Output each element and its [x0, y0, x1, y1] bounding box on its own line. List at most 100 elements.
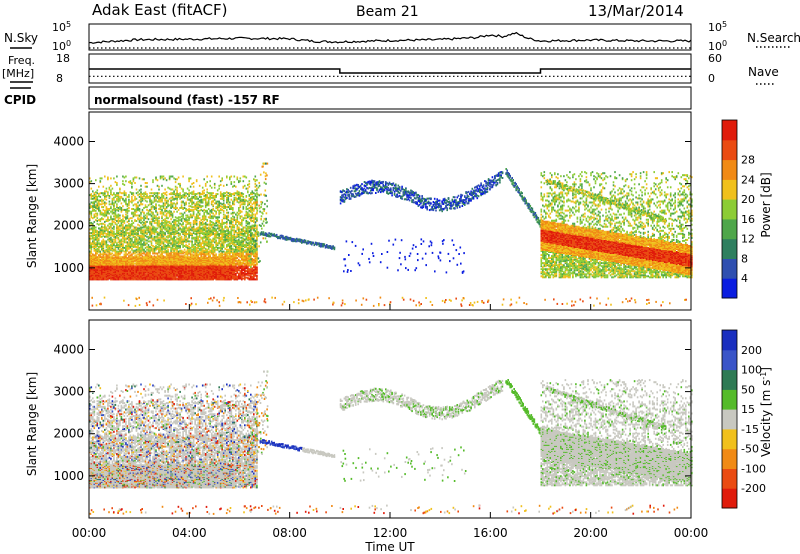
power-cell-142	[92, 240, 94, 242]
power-cell-375	[98, 227, 100, 229]
power-cell-915	[113, 257, 115, 259]
nsearch-label: N.Search	[747, 31, 800, 45]
power-cell-1122	[118, 207, 120, 209]
power-cell-254	[95, 245, 97, 247]
power-cell-1182	[119, 188, 121, 190]
power-cell-992	[115, 222, 117, 224]
power-cell-1003	[115, 196, 117, 198]
power-cell-823	[110, 223, 112, 225]
power-cell-876	[112, 230, 114, 232]
noise-ytick-bottom: 100	[52, 39, 71, 54]
power-cell-830	[110, 203, 112, 205]
power-cell-360	[98, 256, 100, 258]
power-cell-386	[98, 202, 100, 204]
power-cell-944	[113, 199, 115, 201]
power-cell-1099	[118, 244, 120, 246]
power-cell-271	[95, 201, 97, 203]
power-cell-884	[112, 211, 114, 213]
power-cell-1222	[121, 227, 123, 229]
power-cell-767	[109, 226, 111, 228]
power-cell-551	[103, 194, 105, 196]
power-cell-1271	[122, 237, 124, 239]
power-cell-1124	[118, 199, 120, 201]
power-cell-1228	[121, 219, 123, 221]
station-title: Adak East (fitACF)	[92, 1, 227, 19]
power-cell-387	[98, 200, 100, 202]
power-cell-701	[107, 239, 109, 241]
power-cell-933	[113, 218, 115, 220]
power-cell-869	[112, 242, 114, 244]
power-cell-153	[92, 223, 94, 225]
power-cell-416	[100, 251, 102, 253]
power-cell-803	[110, 256, 112, 258]
power-cell-603	[104, 202, 106, 204]
power-cell-265	[95, 215, 97, 217]
power-cell-652	[106, 227, 108, 229]
power-cell-879	[112, 223, 114, 225]
power-cell-107	[91, 195, 93, 197]
power-cell-266	[95, 213, 97, 215]
power-cell-824	[110, 218, 112, 220]
power-cell-772	[109, 208, 111, 210]
power-cell-1029	[116, 256, 118, 258]
power-cell-431	[100, 223, 102, 225]
power-cell-1004	[115, 194, 117, 196]
power-cell-485	[101, 223, 103, 225]
power-cell-488	[101, 214, 103, 216]
power-cell-815	[110, 237, 112, 239]
power-cell-490	[101, 206, 103, 208]
power-cell-721	[107, 191, 109, 193]
power-cell-700	[107, 244, 109, 246]
power-cell-582	[104, 250, 106, 252]
power-cell-377	[98, 219, 100, 221]
power-cell-1158	[119, 249, 121, 251]
power-cell-446	[100, 177, 102, 179]
noise-panel: N.Sky 105 100 105 100 N.Search	[4, 20, 800, 54]
power-cell-1180	[119, 191, 121, 193]
power-cell-822	[110, 225, 112, 227]
power-cell-916	[113, 254, 115, 256]
power-cell-1053	[116, 216, 118, 218]
power-cell-709	[107, 225, 109, 227]
power-cell-1095	[118, 251, 120, 253]
power-cell-1167	[119, 232, 121, 234]
power-cell-155	[92, 210, 94, 212]
power-cell-203	[94, 231, 96, 233]
power-cell-816	[110, 234, 112, 236]
power-cell-947	[113, 192, 115, 194]
power-cell-453	[101, 272, 103, 274]
power-cell-577	[104, 256, 106, 258]
power-cell-316	[97, 237, 99, 239]
power-cell-1221	[121, 230, 123, 232]
power-cell-1329	[124, 231, 126, 233]
power-cell-158	[92, 205, 94, 207]
power-cell-1120	[118, 210, 120, 212]
power-cell-542	[103, 227, 105, 229]
power-cell-1057	[116, 205, 118, 207]
power-cell-710	[107, 220, 109, 222]
power-cell-945	[113, 197, 115, 199]
power-cell-99	[91, 214, 93, 216]
power-cell-1055	[116, 209, 118, 211]
power-cell-860	[112, 253, 114, 255]
power-cell-665	[106, 195, 108, 197]
power-cell-1281	[122, 226, 124, 228]
power-cell-261	[95, 231, 97, 233]
power-cell-370	[98, 238, 100, 240]
power-cell-1317	[124, 257, 126, 259]
power-cell-650	[106, 229, 108, 231]
power-cell-83	[91, 248, 93, 250]
power-cell-1153	[119, 256, 121, 258]
power-cell-472	[101, 247, 103, 249]
power-cell-1224	[121, 224, 123, 226]
power-cell-805	[110, 253, 112, 255]
power-cell-1232	[121, 207, 123, 209]
power-cell-1282	[122, 224, 124, 226]
freq-series-line	[89, 69, 691, 73]
power-cell-96	[91, 222, 93, 224]
power-cell-544	[103, 218, 105, 220]
power-cell-104	[91, 202, 93, 204]
power-cell-871	[112, 239, 114, 241]
power-cell-189	[94, 254, 96, 256]
power-cell-694	[107, 252, 109, 254]
